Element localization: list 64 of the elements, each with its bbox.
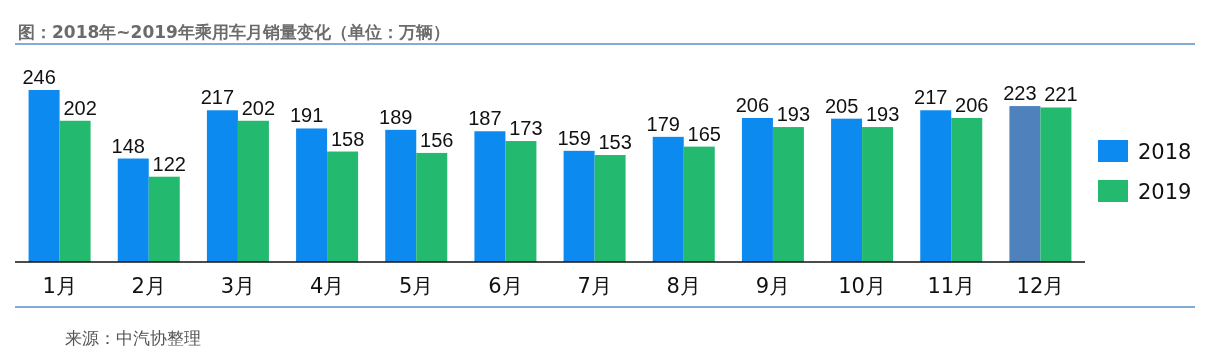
data-label: 148 [111, 134, 145, 157]
data-label: 159 [557, 126, 591, 149]
bar [59, 120, 91, 262]
data-label: 122 [152, 152, 186, 175]
data-label: 246 [22, 66, 56, 88]
data-label: 153 [598, 131, 632, 154]
x-tick-label: 6月 [488, 274, 523, 298]
data-label: 202 [241, 96, 276, 119]
x-tick-label: 2月 [131, 274, 166, 298]
data-label: 206 [735, 93, 770, 116]
data-label: 158 [330, 127, 365, 150]
bar [117, 158, 149, 262]
bar [327, 151, 359, 262]
data-label: 193 [865, 103, 900, 126]
legend-label: 2018 [1138, 140, 1192, 164]
bar [148, 176, 180, 262]
x-tick-label: 8月 [666, 274, 701, 298]
x-tick-label: 12月 [1016, 274, 1065, 298]
chart-title: 图：2018年~2019年乘用车月销量变化（单位：万辆） [18, 22, 450, 42]
x-tick-label: 10月 [838, 274, 886, 298]
bar [683, 146, 715, 262]
x-tick-label: 9月 [755, 274, 791, 298]
bar [594, 155, 626, 262]
bar [1009, 106, 1041, 262]
bar [237, 120, 269, 262]
bar [505, 141, 537, 262]
data-label: 187 [468, 107, 502, 130]
data-label: 191 [289, 104, 324, 127]
data-label: 221 [1044, 83, 1078, 106]
data-label: 205 [824, 94, 859, 117]
bar [862, 127, 894, 262]
data-label: 165 [687, 122, 721, 145]
bar [416, 152, 448, 262]
x-tick-label: 11月 [927, 274, 976, 298]
data-label: 179 [646, 112, 680, 135]
data-label: 223 [1003, 82, 1037, 105]
bar [385, 129, 417, 262]
bar [1040, 107, 1072, 262]
x-tick-label: 4月 [309, 274, 345, 298]
data-label: 189 [379, 105, 413, 128]
data-label: 217 [200, 86, 235, 109]
bar [772, 127, 804, 262]
x-tick-label: 5月 [399, 274, 434, 298]
data-label: 173 [509, 117, 543, 140]
bar [474, 131, 506, 262]
x-tick-label: 1月 [42, 274, 77, 298]
data-label: 193 [776, 103, 811, 126]
x-tick-label: 7月 [577, 274, 612, 298]
data-label: 202 [63, 96, 97, 119]
bar [296, 128, 328, 262]
x-tick-label: 3月 [220, 274, 256, 298]
bar [920, 110, 952, 262]
bar [28, 90, 60, 262]
bar [652, 136, 684, 262]
legend-label: 2019 [1138, 180, 1192, 204]
data-label: 217 [914, 86, 948, 109]
source-note: 来源：中汽协整理 [65, 328, 201, 348]
data-label: 156 [420, 128, 454, 151]
bar [206, 110, 238, 262]
bar [831, 118, 863, 262]
bar [951, 117, 983, 262]
bar [563, 150, 595, 262]
bar [741, 117, 773, 262]
data-label: 206 [955, 93, 989, 116]
